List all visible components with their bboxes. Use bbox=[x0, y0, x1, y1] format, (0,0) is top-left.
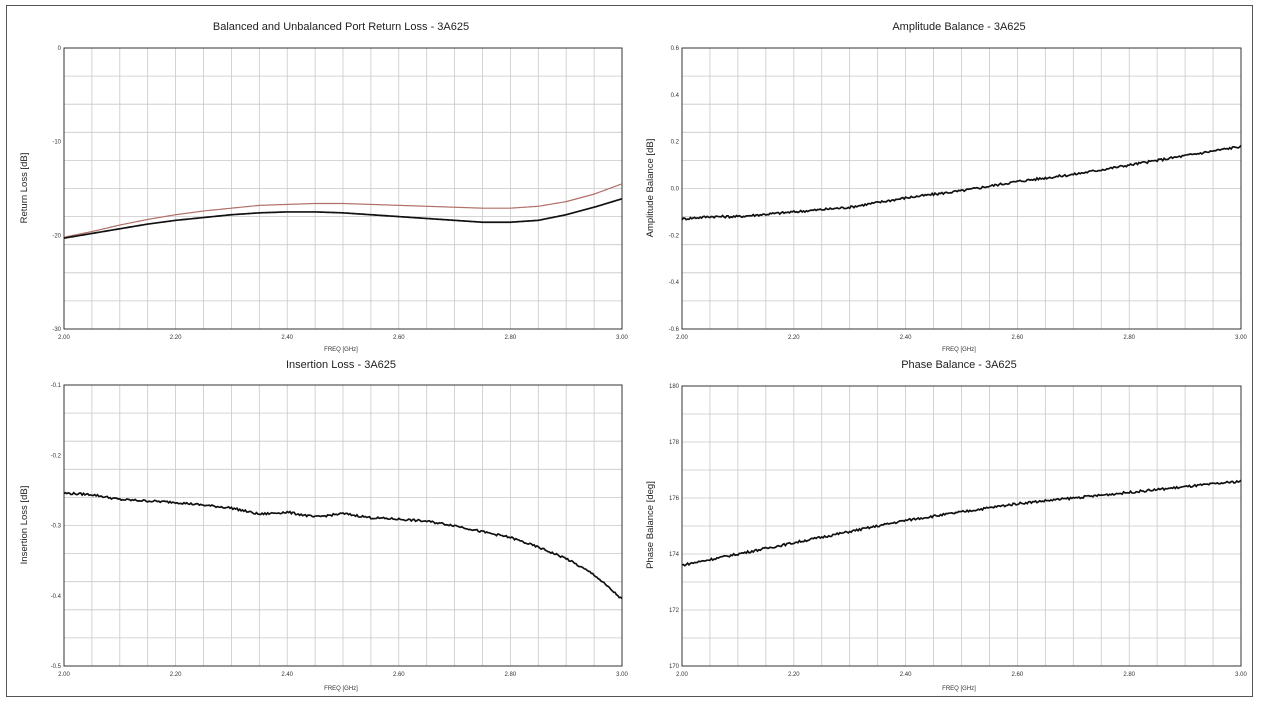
x-tick-label: 2.00 bbox=[58, 335, 70, 341]
series-line-1 bbox=[681, 144, 1242, 221]
charts-svg: Balanced and Unbalanced Port Return Loss… bbox=[19, 21, 1247, 692]
y-tick-label: 178 bbox=[669, 440, 680, 446]
x-axis-label: FREQ [GHz] bbox=[324, 347, 358, 353]
series-line-2 bbox=[63, 197, 623, 239]
x-tick-label: 2.00 bbox=[676, 672, 688, 678]
y-tick-label: 0.6 bbox=[671, 46, 680, 52]
x-tick-label: 2.40 bbox=[281, 335, 293, 341]
y-tick-label: 174 bbox=[669, 552, 680, 558]
y-tick-label: -30 bbox=[52, 327, 61, 333]
x-tick-label: 2.00 bbox=[676, 335, 688, 341]
y-axis-label: Insertion Loss [dB] bbox=[19, 486, 30, 565]
chart-title: Insertion Loss - 3A625 bbox=[286, 359, 396, 371]
chart-panel-4: Phase Balance - 3A625 2.00 2.20 2.40 2.60 2.8… bbox=[645, 359, 1247, 692]
y-tick-label: -0.1 bbox=[51, 383, 62, 389]
chart-title: Amplitude Balance - 3A625 bbox=[892, 21, 1025, 33]
y-tick-label: 176 bbox=[669, 496, 680, 502]
chart-title: Phase Balance - 3A625 bbox=[901, 359, 1017, 371]
x-tick-label: 3.00 bbox=[1235, 672, 1247, 678]
plot-border bbox=[63, 47, 623, 330]
x-tick-label: 2.80 bbox=[505, 335, 517, 341]
y-tick-label: -20 bbox=[52, 233, 61, 239]
x-tick-label: 2.60 bbox=[393, 672, 405, 678]
x-axis-label: FREQ [GHz] bbox=[942, 347, 976, 353]
y-tick-label: 0.2 bbox=[671, 140, 680, 146]
y-tick-label: -0.3 bbox=[51, 524, 62, 530]
x-axis-label: FREQ [GHz] bbox=[324, 686, 358, 692]
x-tick-label: 2.60 bbox=[1012, 335, 1024, 341]
y-tick-label: -10 bbox=[52, 140, 61, 146]
y-tick-label: 180 bbox=[669, 384, 680, 390]
plot-border bbox=[681, 47, 1242, 330]
x-tick-label: 2.20 bbox=[788, 335, 800, 341]
y-tick-label: 0.4 bbox=[671, 93, 680, 99]
y-axis-label: Return Loss [dB] bbox=[19, 153, 30, 224]
chart-panel-2: Amplitude Balance - 3A625 2.00 2.20 2.40 2.6… bbox=[645, 21, 1247, 353]
x-tick-label: 2.60 bbox=[1012, 672, 1024, 678]
x-tick-label: 2.80 bbox=[505, 672, 517, 678]
chart-title: Balanced and Unbalanced Port Return Loss… bbox=[213, 21, 469, 33]
series-line-1 bbox=[681, 479, 1242, 567]
y-tick-label: -0.4 bbox=[669, 280, 680, 286]
x-axis-label: FREQ [GHz] bbox=[942, 686, 976, 692]
plot-border bbox=[63, 384, 623, 667]
x-tick-label: 2.40 bbox=[281, 672, 293, 678]
y-tick-label: 0.0 bbox=[671, 187, 680, 193]
y-axis-label: Phase Balance [deg] bbox=[645, 481, 656, 569]
y-tick-label: -0.6 bbox=[669, 327, 680, 333]
y-tick-label: -0.2 bbox=[51, 453, 62, 459]
x-tick-label: 2.80 bbox=[1123, 672, 1135, 678]
x-tick-label: 2.20 bbox=[170, 335, 182, 341]
x-tick-label: 2.20 bbox=[170, 672, 182, 678]
x-tick-label: 2.80 bbox=[1123, 335, 1135, 341]
y-tick-label: 172 bbox=[669, 608, 680, 614]
x-tick-label: 2.60 bbox=[393, 335, 405, 341]
y-tick-label: -0.2 bbox=[669, 233, 680, 239]
x-tick-label: 3.00 bbox=[616, 335, 628, 341]
y-tick-label: -0.5 bbox=[51, 664, 62, 670]
y-tick-label: -0.4 bbox=[51, 594, 62, 600]
x-tick-label: 2.20 bbox=[788, 672, 800, 678]
x-tick-label: 2.40 bbox=[900, 672, 912, 678]
x-tick-label: 2.00 bbox=[58, 672, 70, 678]
y-axis-label: Amplitude Balance [dB] bbox=[645, 139, 656, 238]
plot-border bbox=[681, 385, 1242, 667]
chart-panel-3: Insertion Loss - 3A625 2.00 2.20 2.40 2.60 2.… bbox=[19, 359, 628, 692]
x-tick-label: 3.00 bbox=[1235, 335, 1247, 341]
y-tick-label: 0 bbox=[58, 46, 62, 52]
chart-panel-1: Balanced and Unbalanced Port Return Loss… bbox=[19, 21, 628, 353]
x-tick-label: 3.00 bbox=[616, 672, 628, 678]
chart-figure-frame: Balanced and Unbalanced Port Return Loss… bbox=[6, 5, 1253, 697]
series-line-1 bbox=[63, 183, 623, 238]
x-tick-label: 2.40 bbox=[900, 335, 912, 341]
y-tick-label: 170 bbox=[669, 664, 680, 670]
series-line-1 bbox=[63, 491, 623, 600]
